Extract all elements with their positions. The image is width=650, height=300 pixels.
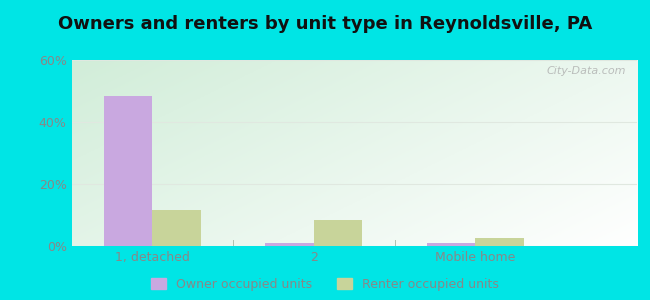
Bar — [104, 96, 152, 246]
Bar — [265, 243, 314, 246]
Text: City-Data.com: City-Data.com — [546, 66, 626, 76]
Bar — [427, 243, 475, 246]
Bar — [475, 238, 524, 246]
Legend: Owner occupied units, Renter occupied units: Owner occupied units, Renter occupied un… — [151, 278, 499, 291]
Bar — [314, 220, 362, 246]
Text: Owners and renters by unit type in Reynoldsville, PA: Owners and renters by unit type in Reyno… — [58, 15, 592, 33]
Bar — [152, 210, 201, 246]
